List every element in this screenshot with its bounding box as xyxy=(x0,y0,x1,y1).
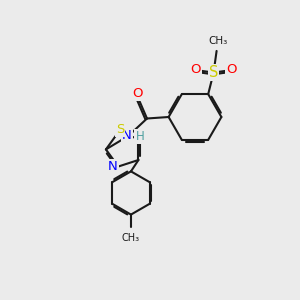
Text: S: S xyxy=(209,65,218,80)
Text: O: O xyxy=(190,63,201,76)
Text: O: O xyxy=(132,87,142,100)
Text: CH₃: CH₃ xyxy=(208,35,228,46)
Text: CH₃: CH₃ xyxy=(122,233,140,243)
Text: S: S xyxy=(116,123,124,136)
Text: N: N xyxy=(122,129,132,142)
Text: N: N xyxy=(108,160,118,173)
Text: H: H xyxy=(135,130,144,143)
Text: O: O xyxy=(226,63,237,76)
